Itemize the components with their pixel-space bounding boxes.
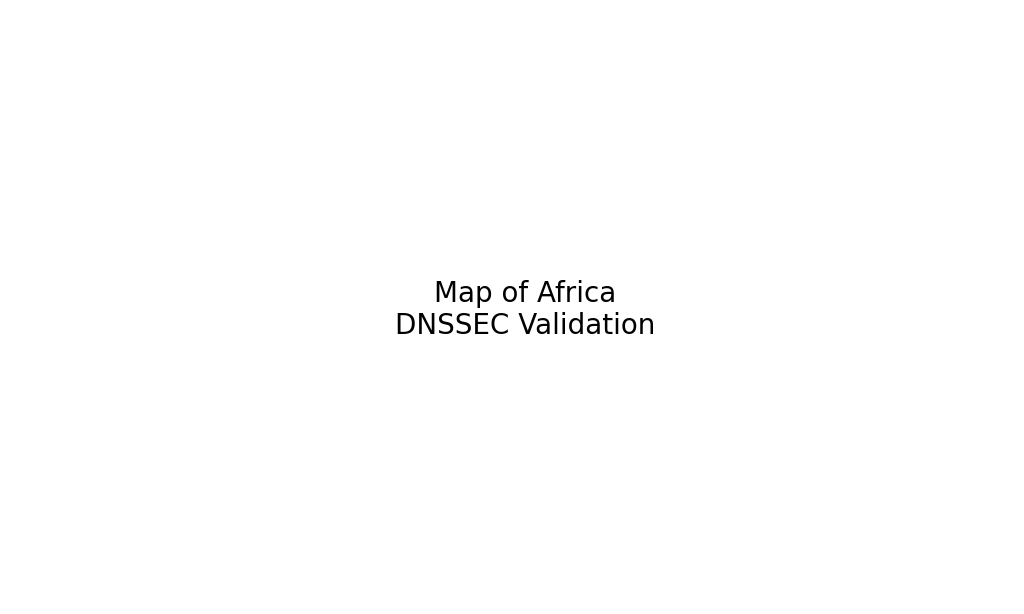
- Text: Map of Africa
DNSSEC Validation: Map of Africa DNSSEC Validation: [394, 280, 655, 340]
